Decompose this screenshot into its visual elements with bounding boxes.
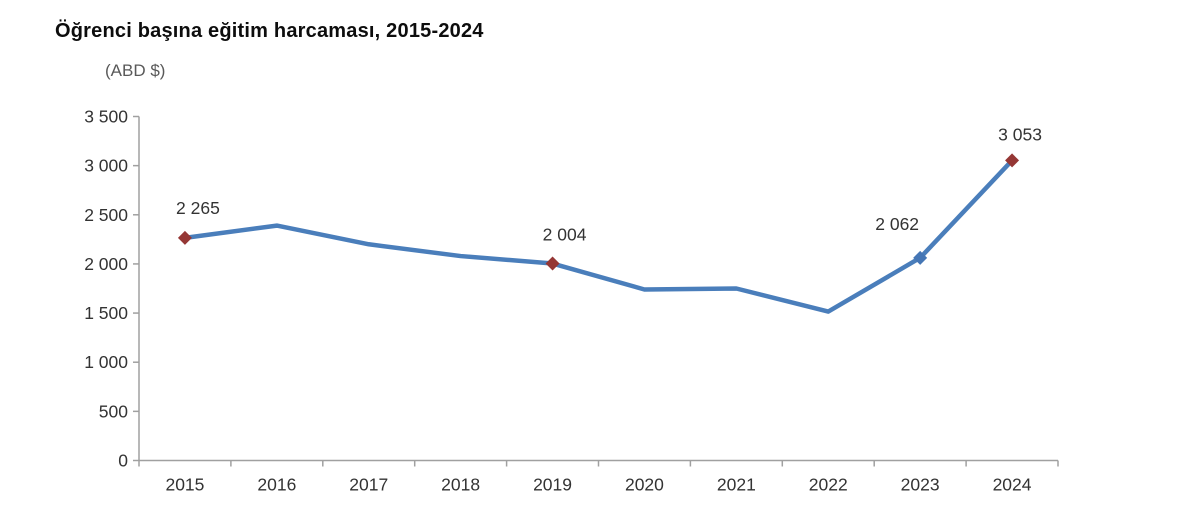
data-point-label: 2 062 bbox=[875, 214, 919, 234]
chart-unit-label: (ABD $) bbox=[105, 61, 166, 80]
data-point-marker bbox=[545, 256, 560, 271]
x-tick-label: 2019 bbox=[533, 475, 572, 495]
x-tick-label: 2017 bbox=[349, 475, 388, 495]
y-tick-label: 1 500 bbox=[84, 303, 128, 323]
x-tick-label: 2016 bbox=[257, 475, 296, 495]
y-tick-label: 0 bbox=[118, 451, 128, 471]
y-tick-label: 2 000 bbox=[84, 254, 128, 274]
x-tick-label: 2020 bbox=[625, 475, 664, 495]
chart-title: Öğrenci başına eğitim harcaması, 2015-20… bbox=[55, 20, 484, 42]
y-tick-label: 1 000 bbox=[84, 352, 128, 372]
x-tick-label: 2023 bbox=[901, 475, 940, 495]
data-line bbox=[182, 158, 1015, 314]
data-point-label: 3 053 bbox=[998, 124, 1042, 144]
y-tick-label: 2 500 bbox=[84, 205, 128, 225]
x-tick-label: 2022 bbox=[809, 475, 848, 495]
y-tick-label: 500 bbox=[99, 401, 128, 421]
data-point-marker bbox=[1005, 153, 1020, 168]
x-tick-label: 2024 bbox=[993, 475, 1032, 495]
x-tick-label: 2021 bbox=[717, 475, 756, 495]
data-point-label: 2 004 bbox=[543, 225, 587, 245]
y-tick-label: 3 500 bbox=[84, 107, 128, 127]
data-point-label: 2 265 bbox=[176, 198, 220, 218]
x-tick-label: 2018 bbox=[441, 475, 480, 495]
x-tick-label: 2015 bbox=[165, 475, 204, 495]
y-tick-label: 3 000 bbox=[84, 156, 128, 176]
data-point-marker bbox=[913, 250, 928, 265]
data-point-marker bbox=[177, 230, 192, 245]
